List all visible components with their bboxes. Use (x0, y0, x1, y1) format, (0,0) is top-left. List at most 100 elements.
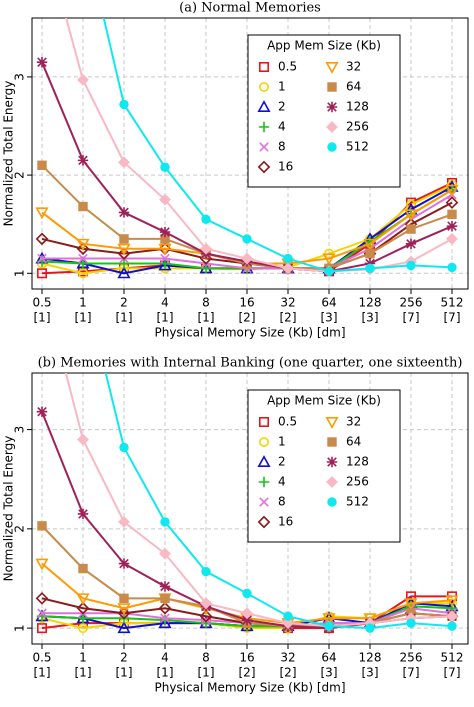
marker (200, 597, 212, 610)
marker (77, 258, 89, 269)
chart-title: (a) Normal Memories (179, 1, 321, 16)
y-tick-label: 2 (13, 525, 27, 533)
marker (241, 252, 253, 265)
legend-label: 1 (278, 80, 286, 94)
x-tick-label: 256 (400, 296, 423, 310)
legend-label: 512 (346, 140, 369, 154)
marker (37, 521, 47, 531)
legend-marker (259, 497, 269, 507)
x-tick-note: [7] (403, 311, 420, 325)
legend-marker (327, 142, 337, 152)
marker (35, 207, 49, 220)
marker (160, 593, 170, 604)
legend-marker (258, 61, 269, 72)
marker (159, 614, 171, 626)
x-tick-note: [1] (75, 311, 92, 325)
legend-label: 16 (278, 515, 293, 529)
marker (322, 613, 336, 626)
legend-label: 32 (346, 60, 361, 74)
marker (445, 595, 459, 608)
legend-marker (327, 497, 337, 507)
marker (78, 268, 89, 279)
marker (200, 263, 212, 274)
legend-marker (326, 101, 338, 113)
x-axis-label: Physical Memory Size (Kb) [dm] (154, 326, 345, 340)
x-tick-note: [1] (116, 666, 133, 680)
legend-marker (257, 160, 271, 174)
marker (36, 406, 48, 417)
x-tick-label: 512 (441, 296, 464, 310)
marker (160, 253, 170, 264)
x-tick-label: 16 (239, 296, 254, 310)
marker (159, 258, 171, 269)
legend-marker (258, 476, 270, 488)
marker (199, 609, 213, 623)
legend-marker (326, 456, 338, 468)
marker (36, 623, 47, 634)
marker (36, 268, 47, 279)
legend-label: 1 (278, 435, 286, 449)
legend-marker (327, 437, 337, 447)
y-tick-label: 1 (13, 269, 27, 277)
legend-label: 256 (346, 475, 369, 489)
marker (201, 566, 211, 577)
y-tick-label: 2 (13, 171, 27, 179)
x-tick-label: 0.5 (32, 651, 51, 665)
marker (117, 606, 131, 620)
marker (118, 515, 130, 528)
marker (324, 621, 334, 631)
marker (35, 592, 49, 605)
x-tick-note: [1] (198, 311, 215, 325)
x-tick-note: [1] (75, 666, 92, 680)
marker (406, 618, 416, 628)
marker (76, 238, 90, 251)
marker (119, 593, 129, 604)
marker (445, 196, 459, 209)
x-tick-label: 256 (400, 651, 423, 665)
marker (405, 238, 417, 250)
marker (76, 242, 90, 256)
legend-box (247, 34, 401, 188)
marker (117, 621, 131, 634)
marker (160, 613, 170, 623)
chart: (b) Memories with Internal Banking (one … (2, 356, 469, 695)
marker (160, 162, 170, 172)
marker (446, 233, 458, 245)
legend-marker (258, 121, 270, 133)
marker (200, 242, 212, 255)
legend-label: 0.5 (278, 415, 297, 429)
x-tick-note: [1] (157, 666, 174, 680)
x-tick-note: [3] (321, 666, 338, 680)
marker (78, 563, 88, 574)
x-tick-label: 1 (79, 651, 87, 665)
legend-marker (257, 100, 271, 112)
marker (119, 99, 129, 110)
y-tick-label: 1 (13, 624, 27, 632)
marker (160, 517, 170, 527)
marker (159, 581, 171, 592)
legend-label: 32 (346, 415, 361, 429)
x-tick-note: [1] (34, 666, 51, 680)
marker (117, 247, 131, 260)
marker (365, 263, 375, 274)
marker (78, 623, 89, 634)
marker (119, 234, 129, 244)
x-tick-note: [7] (444, 311, 461, 325)
marker (241, 607, 253, 620)
marker (37, 160, 47, 170)
marker (117, 603, 131, 616)
legend-label: 64 (346, 80, 361, 94)
marker (35, 232, 49, 246)
marker (322, 253, 336, 266)
x-tick-note: [2] (280, 311, 297, 325)
plot-area (35, 18, 459, 279)
marker (201, 214, 211, 224)
legend-label: 64 (346, 435, 361, 449)
legend-label: 512 (346, 495, 369, 509)
x-tick-note: [1] (157, 311, 174, 325)
marker (365, 623, 375, 633)
marker (324, 266, 334, 277)
legend-marker (326, 121, 338, 133)
x-tick-label: 64 (321, 651, 336, 665)
x-tick-label: 16 (239, 651, 254, 665)
